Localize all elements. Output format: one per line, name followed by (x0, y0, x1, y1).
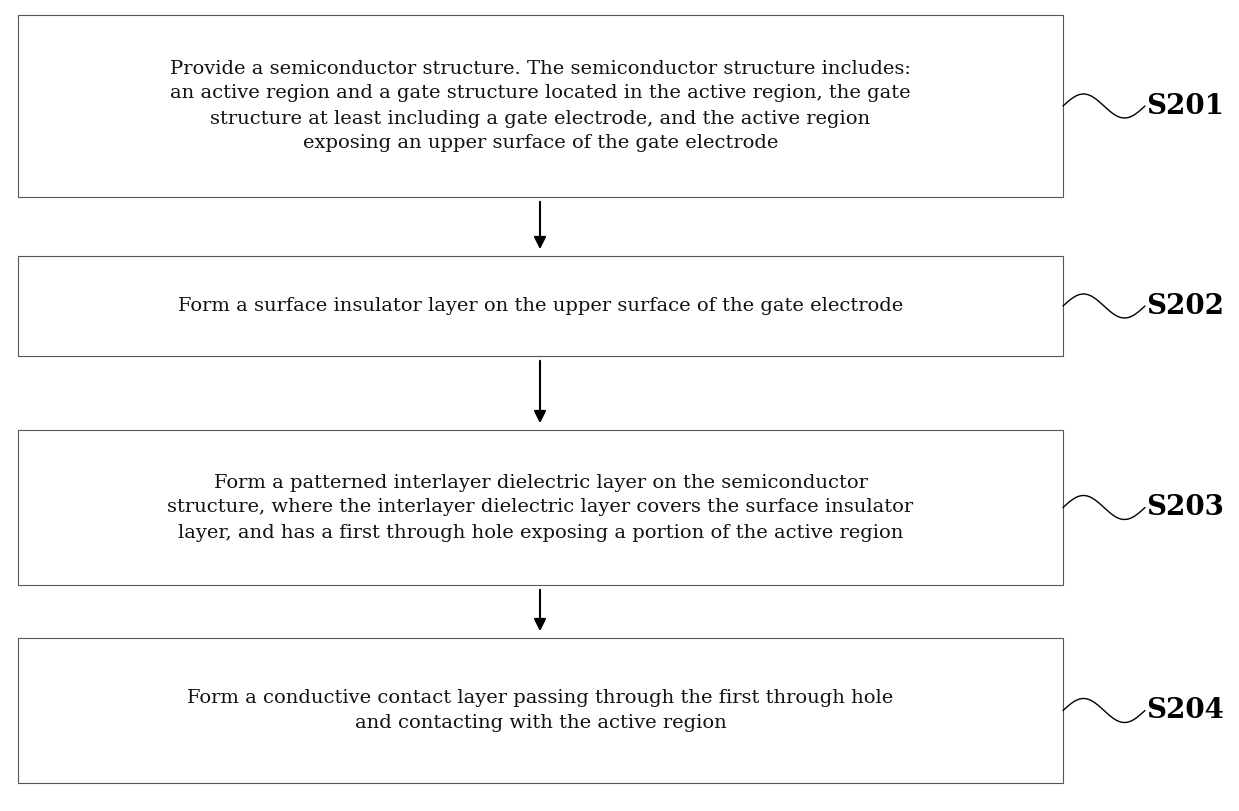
Bar (19, 15, 1063, 197)
Text: Form a conductive contact layer passing through the first through hole
and conta: Form a conductive contact layer passing … (187, 689, 893, 732)
Text: Form a patterned interlayer dielectric layer on the semiconductor
structure, whe: Form a patterned interlayer dielectric l… (167, 474, 913, 542)
Bar (19, 256, 1063, 356)
Text: Form a surface insulator layer on the upper surface of the gate electrode: Form a surface insulator layer on the up… (178, 297, 903, 315)
Text: S202: S202 (1146, 293, 1224, 320)
Bar (19, 638, 1063, 783)
Text: Provide a semiconductor structure. The semiconductor structure includes:
an acti: Provide a semiconductor structure. The s… (170, 59, 911, 152)
Bar (19, 430, 1063, 585)
Text: S204: S204 (1146, 697, 1224, 724)
Text: S203: S203 (1146, 494, 1224, 521)
Text: S201: S201 (1146, 92, 1224, 119)
